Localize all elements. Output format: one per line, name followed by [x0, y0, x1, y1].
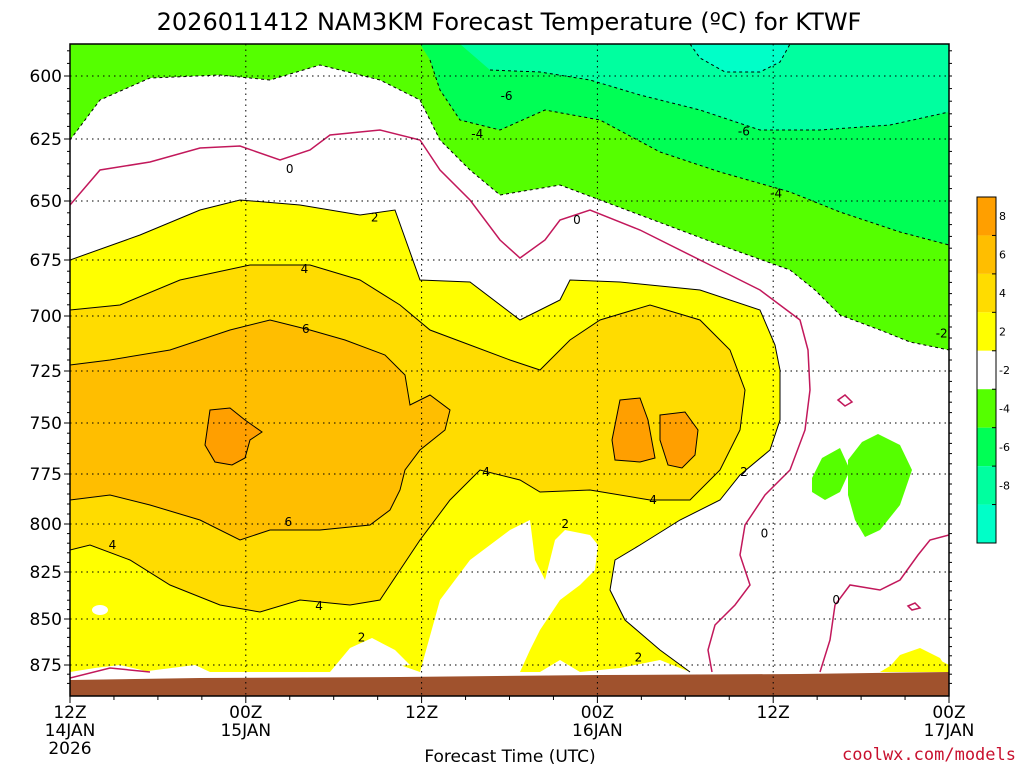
contour-zero-5 — [906, 602, 922, 611]
colorbar-label: 2 — [999, 326, 1006, 339]
colorbar-swatch — [977, 273, 996, 313]
colorbar-swatch — [977, 427, 996, 467]
contour-label: 4 — [109, 538, 117, 552]
contour-label: -6 — [501, 89, 513, 103]
contour-lines — [70, 44, 949, 679]
colorbar-swatch — [977, 235, 996, 274]
contour-label: 4 — [482, 465, 490, 479]
colorbar-label: -4 — [999, 402, 1010, 415]
contour-zero-3 — [836, 394, 854, 407]
colorbar-label: -2 — [999, 364, 1010, 377]
contour-label: 6 — [302, 322, 310, 336]
contour-labels: -6 -4 -6 -4 -2 0 0 0 0 2 2 2 2 2 4 4 4 4 4 6 6 — [109, 89, 948, 664]
contour-minus8 — [689, 44, 791, 73]
band-neutral-pocket1 — [420, 520, 598, 672]
band-neutral-pocket2 — [580, 660, 690, 672]
x-tick-label: 00Z — [581, 703, 614, 723]
colorbar-label: -6 — [999, 441, 1010, 454]
contour-minus4 — [429, 59, 949, 246]
contour-label: 2 — [740, 465, 748, 479]
x-tick-label: 15JAN — [220, 721, 271, 741]
contour-label: 6 — [284, 515, 292, 529]
band-2-patch — [885, 648, 949, 672]
x-tick-label: 2026 — [48, 739, 91, 759]
colorbar-swatch — [977, 350, 996, 390]
contour-label: -6 — [738, 124, 750, 138]
y-tick-label: 600 — [30, 67, 62, 87]
y-tick-label: 875 — [30, 656, 62, 676]
contour-label: 0 — [832, 593, 840, 607]
x-tick-label: 16JAN — [572, 721, 623, 741]
contour-minus2 — [70, 64, 949, 351]
contour-label: 0 — [573, 213, 581, 227]
contour-label: -2 — [936, 327, 948, 341]
colorbar-label: 8 — [999, 210, 1006, 223]
colorbar-label: -8 — [999, 479, 1010, 492]
y-tick-label: 750 — [30, 414, 62, 434]
contour-6 — [70, 319, 451, 541]
y-tick-label: 650 — [30, 192, 62, 212]
band-neutral-pocket4 — [330, 638, 410, 672]
contour-8 — [204, 397, 699, 469]
contour-label: -4 — [770, 187, 782, 201]
colorbar-frame — [976, 196, 997, 544]
y-tick-label: 625 — [30, 130, 62, 150]
y-tick-label: 825 — [30, 563, 62, 583]
contour-label: 4 — [315, 599, 323, 613]
x-tick-label: 12Z — [53, 703, 86, 723]
gridlines — [69, 44, 950, 696]
band-8-c — [660, 412, 698, 468]
contour-label: 4 — [301, 262, 309, 276]
x-tick-label: 00Z — [932, 703, 965, 723]
contour-label: 2 — [635, 651, 643, 665]
x-tick-label: 00Z — [229, 703, 262, 723]
band-neutral-pocket3 — [92, 605, 108, 615]
colorbar-swatch — [977, 197, 996, 236]
contour-label: 2 — [561, 517, 569, 531]
colorbar-label: 4 — [999, 287, 1006, 300]
contour-zero-4 — [70, 667, 151, 679]
contour-label: 2 — [371, 211, 379, 225]
band-minus2-island1 — [812, 448, 850, 500]
x-tick-label: 12Z — [405, 703, 438, 723]
contour-zero — [70, 129, 811, 673]
credit-link[interactable]: coolwx.com/models — [842, 745, 1016, 765]
contour-label: 4 — [649, 493, 657, 507]
contour-4 — [70, 264, 746, 613]
band-minus8 — [690, 44, 790, 72]
contour-label: -4 — [471, 127, 483, 141]
terrain — [70, 672, 949, 696]
contour-label: 2 — [358, 630, 366, 644]
x-tick-label: 17JAN — [924, 721, 975, 741]
band-minus2-island2 — [848, 434, 912, 537]
y-tick-label: 775 — [30, 465, 62, 485]
y-tick-label: 725 — [30, 362, 62, 382]
y-tick-label: 800 — [30, 515, 62, 535]
band-8-b — [612, 398, 655, 462]
contour-2 — [70, 199, 781, 673]
x-tick-label: 14JAN — [45, 721, 96, 741]
y-tick-label: 675 — [30, 251, 62, 271]
contour-zero-2 — [819, 534, 949, 673]
colorbar-swatch — [977, 504, 996, 543]
colorbar-swatch — [977, 389, 996, 428]
y-tick-label: 700 — [30, 307, 62, 327]
band-minus6 — [460, 44, 949, 130]
y-tick-label: 850 — [30, 610, 62, 630]
contour-label: 0 — [286, 162, 294, 176]
contour-label: 0 — [761, 527, 769, 541]
chart-title: 2026011412 NAM3KM Forecast Temperature (… — [157, 8, 862, 36]
colorbar-swatch — [977, 466, 996, 505]
contour-minus6 — [489, 69, 949, 131]
x-tick-label: 12Z — [757, 703, 790, 723]
x-axis-title: Forecast Time (UTC) — [424, 747, 595, 767]
colorbar: 8 6 4 2 -2 -4 -6 -8 — [976, 196, 1010, 544]
colorbar-swatch — [977, 312, 996, 351]
colorbar-label: 6 — [999, 249, 1006, 262]
